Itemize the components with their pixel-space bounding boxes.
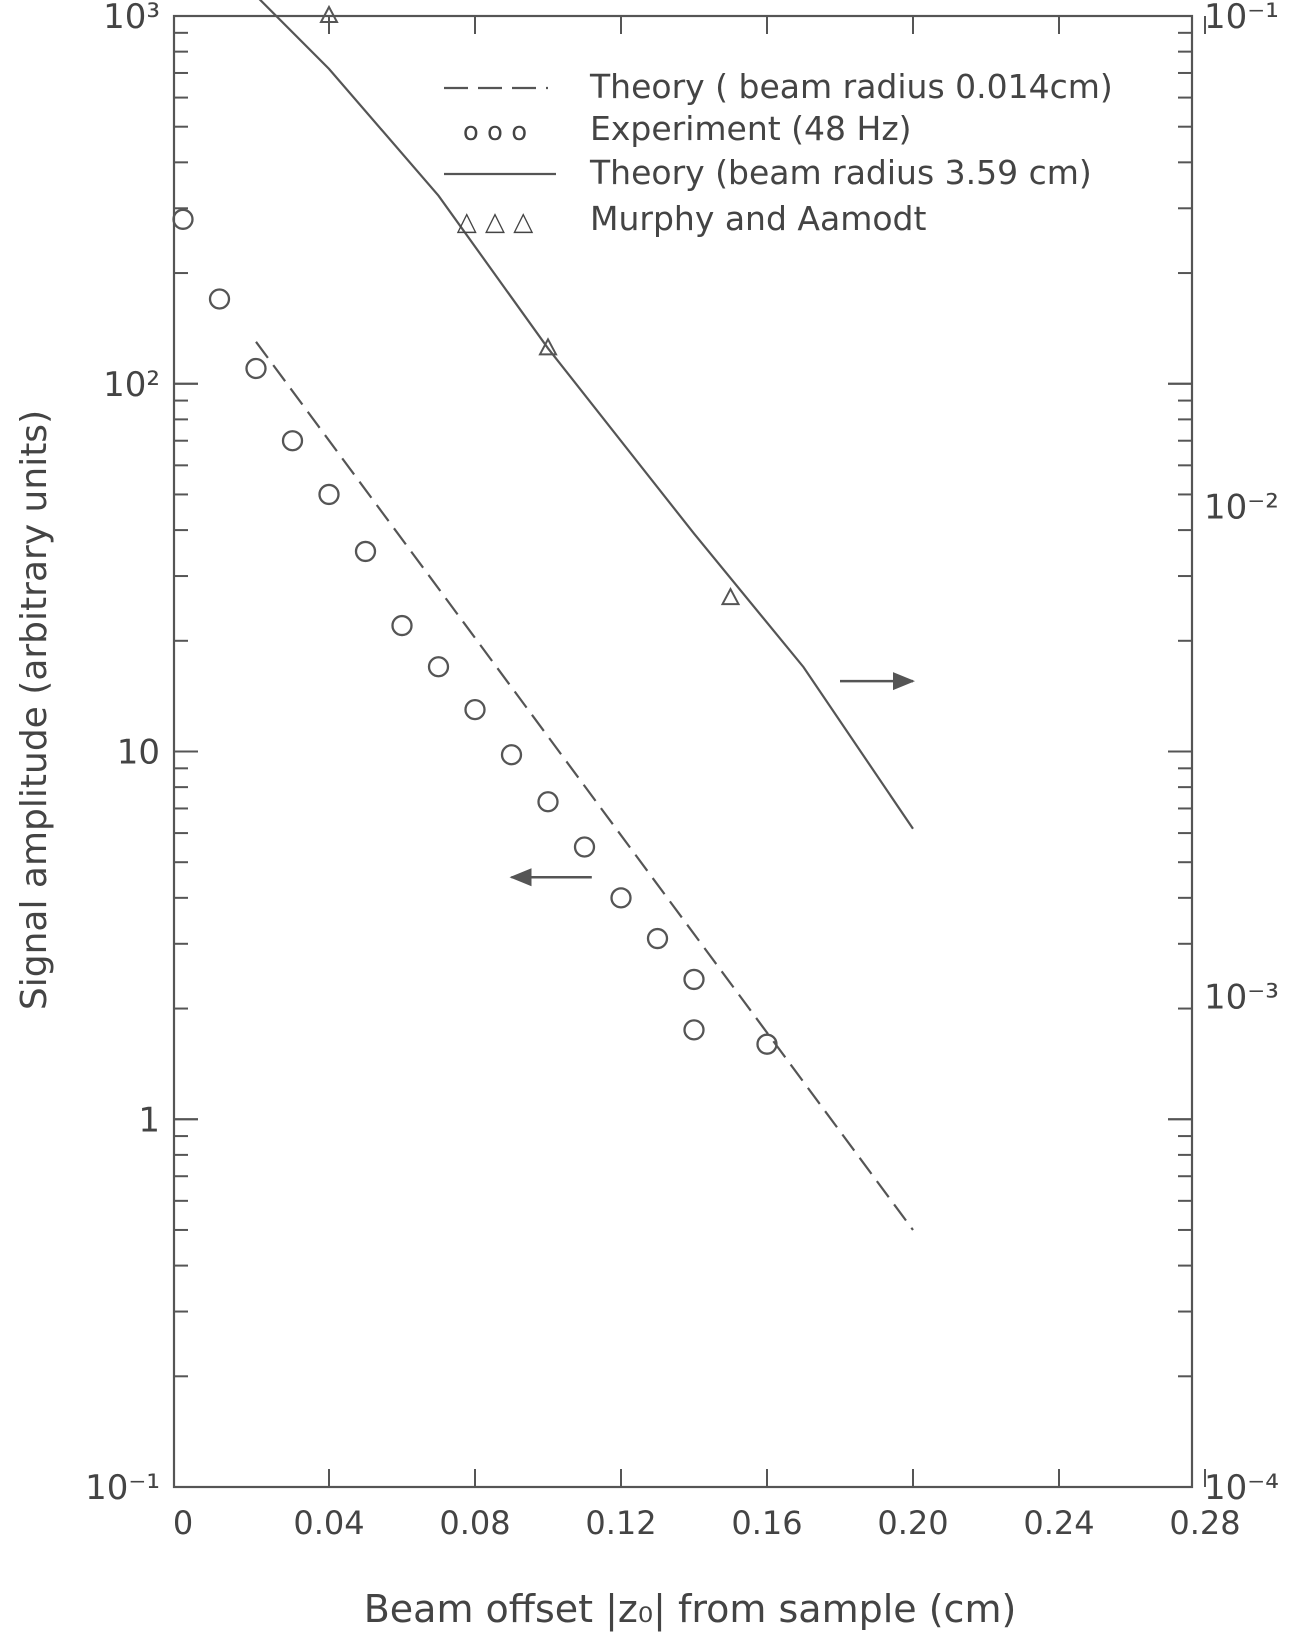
- legend-triangles-symbol: △ △ △: [457, 207, 534, 237]
- legend-label: Theory (beam radius 3.59 cm): [589, 153, 1092, 192]
- murphy-aamodt-point: [319, 4, 339, 23]
- x-axis-label: Beam offset |z₀| from sample (cm): [364, 1587, 1017, 1632]
- x-tick-label: 0.16: [731, 1504, 802, 1542]
- experiment-point: [391, 614, 413, 637]
- x-tick-labels: 0 0.04 0.08 0.12 0.16 0.20 0.24 0.28: [173, 1504, 1241, 1542]
- arrow-left-icon: [509, 868, 532, 887]
- experiment-point: [318, 483, 340, 506]
- data-series: [172, 0, 914, 1231]
- experiment-point: [464, 698, 486, 721]
- y-tick-label-left: 10: [117, 733, 160, 773]
- theory-solid-line: [258, 0, 914, 830]
- experiment-point: [756, 1033, 778, 1055]
- x-tick-label: 0.12: [585, 1504, 656, 1542]
- legend-circles-symbol: o o o: [463, 117, 527, 147]
- y-tick-labels-left: 10³ 10² 10 1 10⁻¹: [85, 0, 160, 1508]
- y-tick-label-left: 1: [138, 1100, 160, 1140]
- experiment-point: [683, 1019, 705, 1041]
- murphy-aamodt-point: [538, 337, 558, 356]
- x-tick-label: 0.04: [293, 1504, 364, 1542]
- y-tick-label-right: 10⁻³: [1204, 978, 1279, 1018]
- experiment-point: [646, 927, 669, 950]
- legend-label: Experiment (48 Hz): [590, 109, 912, 148]
- y-tick-label-right: 10⁻²: [1204, 487, 1279, 527]
- experiment-point: [354, 540, 377, 563]
- x-tick-label: 0.08: [439, 1504, 510, 1542]
- y-tick-labels-right: 10⁻¹ 10⁻² 10⁻³ 10⁻⁴: [1204, 0, 1279, 1508]
- y-tick-label-right: 10⁻¹: [1204, 0, 1279, 37]
- x-tick-label: 0.28: [1169, 1504, 1240, 1542]
- x-tick-label: 0.20: [877, 1504, 948, 1542]
- experiment-point: [281, 430, 304, 452]
- axis-ticks: [174, 15, 1206, 1488]
- axis-arrows: [509, 672, 915, 887]
- y-tick-label-left: 10³: [103, 0, 160, 37]
- y-axis-label: Signal amplitude (arbitrary units): [14, 410, 55, 1010]
- experiment-point: [208, 288, 231, 310]
- x-tick-label: 0: [173, 1504, 193, 1542]
- legend-label: Murphy and Aamodt: [590, 199, 926, 238]
- murphy-aamodt-point: [720, 586, 741, 606]
- y-tick-label-left: 10⁻¹: [85, 1468, 160, 1508]
- experiment-point: [610, 887, 632, 909]
- y-tick-label-right: 10⁻⁴: [1204, 1468, 1279, 1508]
- legend-label: Theory ( beam radius 0.014cm): [589, 67, 1113, 106]
- experiment-point: [172, 208, 194, 230]
- arrow-right-icon: [893, 672, 915, 691]
- experiment-point: [573, 836, 596, 858]
- legend: Theory ( beam radius 0.014cm) o o o Experi…: [444, 67, 1113, 238]
- experiment-point: [500, 744, 523, 766]
- experiment-point: [245, 357, 267, 380]
- experiment-point: [683, 968, 705, 991]
- experiment-point: [537, 791, 559, 813]
- theory-dashed-line: [255, 341, 914, 1231]
- y-tick-label-left: 10²: [103, 365, 160, 405]
- experiment-point: [427, 656, 450, 678]
- x-tick-label: 0.24: [1023, 1504, 1094, 1542]
